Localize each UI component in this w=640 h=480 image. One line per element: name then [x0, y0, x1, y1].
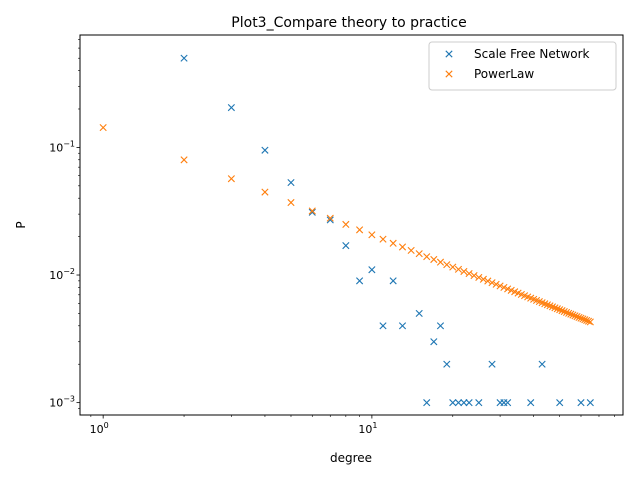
- data-point: [584, 317, 593, 325]
- data-point: [308, 207, 316, 215]
- data-point: [430, 338, 438, 346]
- data-point: [556, 306, 564, 314]
- legend-marker: [445, 50, 453, 58]
- data-point: [496, 282, 504, 290]
- data-point: [454, 265, 463, 273]
- y-tick-label: 10−2: [49, 267, 75, 282]
- data-point: [99, 123, 107, 132]
- data-point: [475, 399, 483, 407]
- legend-box: [428, 41, 617, 91]
- axes-frame: [79, 34, 624, 416]
- data-point: [586, 399, 594, 407]
- data-point: [355, 277, 364, 285]
- data-point: [342, 220, 350, 228]
- data-point: [430, 255, 438, 264]
- data-point: [556, 399, 564, 407]
- data-point: [379, 322, 387, 330]
- data-point: [368, 231, 376, 239]
- y-axis-ticks: 10−3 10−2 10−1: [49, 39, 80, 410]
- chart-title: Plot3_Compare theory to practice: [231, 15, 466, 31]
- data-point: [465, 399, 473, 407]
- plot-area: [99, 54, 594, 407]
- x-axis-label: degree: [330, 451, 372, 465]
- y-tick-label: 10−1: [49, 139, 75, 154]
- data-point: [287, 198, 295, 207]
- data-point: [484, 277, 492, 285]
- data-point: [398, 322, 407, 330]
- data-point: [465, 269, 473, 278]
- data-point: [527, 399, 535, 407]
- data-point: [558, 307, 566, 315]
- data-point: [389, 277, 397, 285]
- data-point: [460, 399, 468, 407]
- data-point: [261, 188, 269, 196]
- data-point: [488, 279, 496, 287]
- data-point: [586, 318, 594, 326]
- data-point: [227, 175, 235, 183]
- data-point: [577, 314, 585, 322]
- data-point: [368, 266, 376, 274]
- data-point: [449, 399, 457, 407]
- legend-label: Scale Free Network: [474, 47, 590, 61]
- series-1: [180, 54, 594, 407]
- data-point: [475, 273, 483, 282]
- data-point: [581, 316, 589, 324]
- data-point: [470, 271, 478, 280]
- data-point: [227, 104, 235, 112]
- data-point: [569, 311, 577, 319]
- data-point: [504, 399, 512, 407]
- data-point: [443, 261, 451, 269]
- y-tick-label: 10−3: [49, 395, 75, 410]
- data-point: [538, 360, 546, 368]
- data-point: [261, 146, 269, 154]
- data-point: [560, 307, 568, 316]
- data-point: [449, 263, 457, 271]
- data-point: [577, 399, 585, 407]
- data-point: [479, 275, 487, 283]
- y-axis-label: P: [14, 221, 28, 228]
- data-point: [326, 214, 334, 222]
- data-point: [379, 235, 387, 243]
- data-point: [342, 242, 350, 250]
- data-point: [492, 280, 500, 288]
- data-point: [389, 239, 397, 247]
- series-2: [99, 123, 594, 326]
- data-point: [460, 267, 468, 276]
- data-point: [407, 246, 415, 255]
- legend-label: PowerLaw: [474, 67, 534, 81]
- data-point: [565, 309, 573, 317]
- data-point: [454, 399, 463, 407]
- data-point: [567, 310, 575, 318]
- data-point: [180, 54, 188, 62]
- data-point: [355, 226, 364, 234]
- legend: Scale Free Network PowerLaw: [428, 41, 617, 91]
- data-point: [326, 216, 334, 224]
- data-point: [500, 283, 508, 292]
- legend-entry: PowerLaw: [445, 67, 534, 81]
- data-point: [308, 208, 316, 216]
- data-point: [551, 304, 559, 312]
- legend-marker: [445, 70, 453, 78]
- data-point: [573, 313, 581, 321]
- data-point: [443, 360, 451, 368]
- data-point: [548, 303, 557, 311]
- data-point: [436, 322, 445, 330]
- data-point: [415, 250, 423, 258]
- data-point: [436, 258, 445, 266]
- legend-entry: Scale Free Network: [445, 47, 590, 61]
- data-point: [415, 309, 423, 318]
- data-point: [488, 360, 496, 368]
- data-point: [423, 253, 431, 261]
- data-point: [180, 156, 188, 164]
- data-point: [579, 315, 587, 323]
- data-point: [575, 313, 583, 321]
- data-point: [423, 399, 431, 407]
- data-point: [553, 305, 561, 313]
- data-point: [287, 179, 295, 187]
- data-point: [398, 243, 407, 251]
- data-point: [583, 316, 591, 325]
- data-point: [562, 308, 571, 317]
- data-point: [571, 312, 579, 320]
